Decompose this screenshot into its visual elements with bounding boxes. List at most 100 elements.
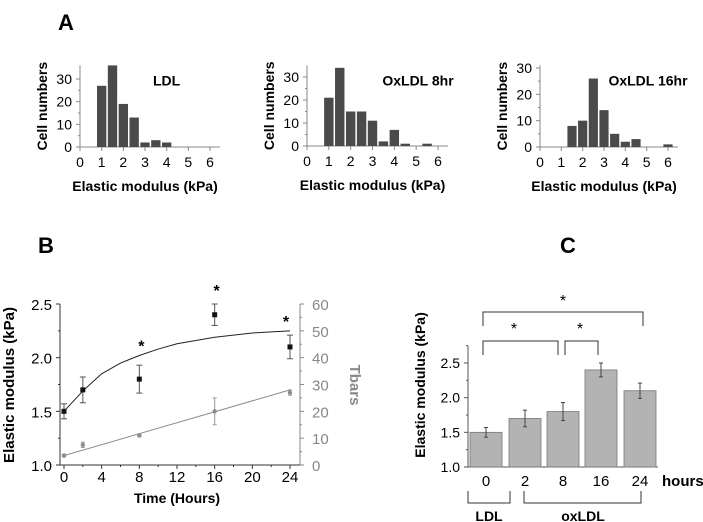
c-y-tick-label: 2.0 bbox=[441, 390, 461, 406]
modulus-point bbox=[80, 387, 86, 393]
hist-y-axis-label: Cell numbers bbox=[34, 62, 50, 151]
c-y-tick-label: 1.0 bbox=[441, 459, 461, 475]
modulus-point bbox=[61, 408, 67, 414]
significance-star: * bbox=[138, 339, 145, 356]
histogram-bar bbox=[118, 103, 128, 147]
tbars-point bbox=[61, 453, 67, 458]
hist-x-tick-label: 1 bbox=[557, 154, 565, 170]
hist-x-tick-label: 0 bbox=[76, 154, 84, 170]
c-x-axis-label: hours bbox=[662, 473, 703, 490]
hist-x-tick-label: 3 bbox=[600, 154, 608, 170]
hist-x-tick-label: 1 bbox=[325, 153, 333, 169]
panel-label-b: B bbox=[38, 233, 54, 258]
hist-y-axis-label: Cell numbers bbox=[494, 62, 510, 151]
significance-star: * bbox=[283, 314, 290, 331]
b-x-tick-label: 12 bbox=[169, 469, 186, 486]
tbars-point bbox=[287, 390, 293, 395]
c-y-tick-label: 1.5 bbox=[441, 424, 461, 440]
comparison-bracket bbox=[482, 340, 559, 355]
b-x-tick-label: 8 bbox=[135, 469, 143, 486]
hist-y-tick-label: 20 bbox=[283, 92, 299, 108]
hist-title: OxLDL 16hr bbox=[608, 72, 688, 88]
modulus-point bbox=[287, 344, 293, 350]
significance-star: * bbox=[214, 283, 221, 300]
comparison-bracket bbox=[482, 311, 644, 326]
hist-x-tick-label: 1 bbox=[98, 154, 106, 170]
hist-x-tick-label: 5 bbox=[184, 154, 192, 170]
hist-x-tick-label: 2 bbox=[579, 154, 587, 170]
hist-x-tick-label: 2 bbox=[119, 154, 127, 170]
hist-x-tick-label: 5 bbox=[412, 153, 420, 169]
b-y2-tick-label: 60 bbox=[312, 297, 329, 314]
b-y2-tick-label: 50 bbox=[312, 324, 329, 341]
hist-title: LDL bbox=[153, 72, 181, 88]
histogram-bar bbox=[422, 143, 432, 146]
histogram-bar bbox=[620, 141, 630, 147]
hist-y-tick-label: 0 bbox=[291, 138, 299, 154]
histogram-bar bbox=[378, 141, 389, 146]
b-y2-tick-label: 30 bbox=[312, 378, 329, 395]
group-bracket-ldl bbox=[467, 491, 511, 504]
histogram-bar bbox=[345, 111, 356, 146]
b-y-tick-label: 1.0 bbox=[31, 458, 52, 475]
group-bracket-oxldl bbox=[523, 491, 642, 504]
c-y-tick-label: 2.5 bbox=[441, 355, 461, 371]
b-y2-axis-label: Tbars bbox=[346, 365, 363, 406]
c-x-tick-label: 24 bbox=[632, 473, 649, 490]
hist-y-tick-label: 30 bbox=[516, 60, 532, 76]
b-x-tick-label: 20 bbox=[244, 469, 261, 486]
histogram-bar bbox=[151, 140, 161, 147]
histogram-bar bbox=[400, 143, 410, 146]
hist-y-tick-label: 20 bbox=[516, 86, 532, 102]
histogram-bar bbox=[129, 117, 139, 147]
b-y-tick-label: 2.0 bbox=[31, 351, 52, 368]
hist-title: OxLDL 8hr bbox=[382, 73, 454, 89]
histogram-bar bbox=[610, 133, 620, 147]
b-x-tick-label: 24 bbox=[282, 469, 299, 486]
hist-x-tick-label: 6 bbox=[434, 153, 442, 169]
hist-x-tick-label: 5 bbox=[643, 154, 651, 170]
tbars-point bbox=[212, 409, 217, 414]
histogram-bar bbox=[324, 97, 334, 146]
group-label: LDL bbox=[475, 508, 503, 522]
b-y2-tick-label: 10 bbox=[312, 431, 329, 448]
histogram-bar bbox=[367, 120, 378, 146]
b-x-axis-label: Time (Hours) bbox=[134, 490, 220, 506]
significance-star: * bbox=[560, 293, 566, 310]
hist-y-tick-label: 0 bbox=[64, 139, 72, 155]
histogram-bar bbox=[567, 125, 577, 147]
histogram-bar bbox=[631, 139, 641, 147]
modulus-point bbox=[136, 376, 142, 382]
hist-x-tick-label: 6 bbox=[664, 154, 672, 170]
b-y-tick-label: 1.5 bbox=[31, 404, 52, 421]
hist-y-tick-label: 0 bbox=[524, 139, 532, 155]
tbars-point bbox=[137, 433, 142, 438]
tbars-point bbox=[80, 442, 86, 448]
b-y-axis-label: Elastic modulus (kPa) bbox=[1, 307, 18, 463]
histogram-bar bbox=[97, 85, 107, 147]
c-x-tick-label: 16 bbox=[593, 473, 610, 490]
b-y2-tick-label: 40 bbox=[312, 351, 329, 368]
c-x-tick-label: 8 bbox=[559, 473, 567, 490]
histogram-bar bbox=[140, 142, 150, 147]
c-bar bbox=[584, 369, 618, 468]
significance-star: * bbox=[577, 321, 583, 338]
hist-y-tick-label: 10 bbox=[283, 115, 299, 131]
b-x-tick-label: 0 bbox=[60, 469, 68, 486]
hist-x-tick-label: 3 bbox=[369, 153, 377, 169]
histogram-bar bbox=[356, 111, 367, 146]
tbars-fit-line bbox=[63, 389, 291, 457]
comparison-bracket bbox=[564, 340, 599, 355]
hist-x-tick-label: 2 bbox=[347, 153, 355, 169]
panel-label-a: A bbox=[58, 10, 74, 35]
b-x-tick-label: 16 bbox=[206, 469, 223, 486]
histogram-bar bbox=[389, 129, 400, 146]
b-y2-tick-label: 0 bbox=[312, 458, 320, 475]
c-x-tick-label: 2 bbox=[521, 473, 529, 490]
hist-x-tick-label: 4 bbox=[163, 154, 171, 170]
histogram-bar bbox=[663, 144, 673, 147]
hist-x-axis-label: Elastic modulus (kPa) bbox=[72, 178, 217, 194]
modulus-fit-curve bbox=[63, 330, 291, 412]
modulus-point bbox=[212, 312, 218, 318]
